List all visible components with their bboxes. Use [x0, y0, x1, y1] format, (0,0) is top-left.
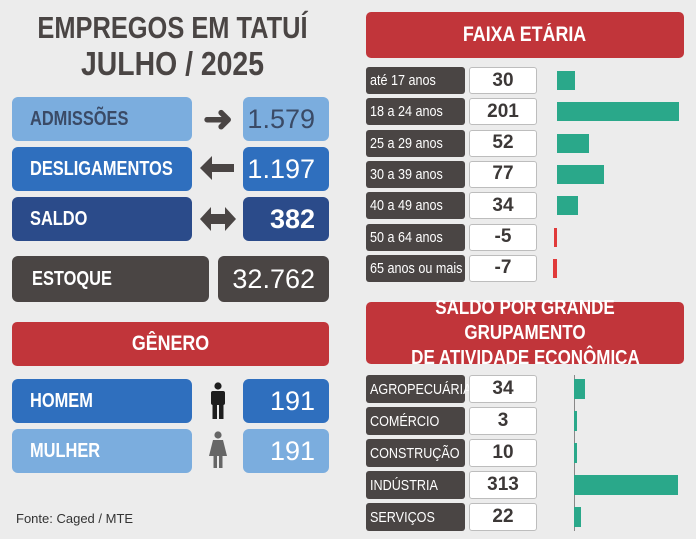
data-bar-negative — [553, 227, 557, 247]
homem-value: 191 — [243, 379, 329, 423]
value-label: 3 — [469, 407, 537, 435]
data-bar — [557, 164, 604, 184]
atividade-title-line1: SALDO POR GRANDE GRUPAMENTO — [435, 296, 615, 344]
data-bar — [557, 102, 679, 122]
category-label-text: 40 a 49 anos — [370, 197, 443, 215]
category-label: 65 anos ou mais — [366, 254, 465, 282]
data-bar — [574, 379, 586, 399]
data-bar-negative — [552, 258, 557, 278]
data-bar — [557, 133, 589, 153]
category-label: 18 a 24 anos — [366, 98, 465, 126]
source-footnote: Fonte: Caged / MTE — [16, 511, 134, 526]
value-label: 10 — [469, 439, 537, 467]
category-label-text: AGROPECUÁRIA — [370, 380, 472, 398]
double-arrow-icon — [198, 201, 238, 243]
atividade-title-line2: DE ATIVIDADE ECONÔMICA — [410, 346, 640, 369]
category-label-text: COMÉRCIO — [370, 412, 440, 430]
data-bar — [574, 443, 578, 463]
category-label-text: 50 a 64 anos — [370, 228, 443, 246]
value-label: 34 — [469, 192, 537, 220]
category-label: SERVIÇOS — [366, 503, 465, 531]
category-label-text: CONSTRUÇÃO — [370, 444, 460, 462]
mulher-label-box: MULHER — [12, 429, 192, 473]
value-label: -7 — [469, 254, 537, 282]
category-label: INDÚSTRIA — [366, 471, 465, 499]
category-label-text: até 17 anos — [370, 72, 436, 89]
category-label-text: INDÚSTRIA — [370, 476, 438, 494]
faixa-header: FAIXA ETÁRIA — [366, 12, 684, 58]
value-label: -5 — [469, 223, 537, 251]
homem-label-box: HOMEM — [12, 379, 192, 423]
category-label-text: 65 anos ou mais — [370, 259, 463, 277]
arrow-left-icon — [198, 150, 238, 192]
page-subtitle: JULHO / 2025 — [81, 45, 264, 82]
page-title: EMPREGOS EM TATUÍ — [37, 10, 308, 45]
atividade-header: SALDO POR GRANDE GRUPAMENTO DE ATIVIDADE… — [366, 297, 684, 369]
category-label-text: 25 a 29 anos — [370, 134, 443, 152]
male-icon — [208, 382, 228, 425]
estoque-value: 32.762 — [218, 256, 329, 302]
category-label: CONSTRUÇÃO — [366, 439, 465, 467]
value-label: 52 — [469, 129, 537, 157]
data-bar — [557, 196, 578, 216]
value-label: 30 — [469, 67, 537, 94]
category-label: COMÉRCIO — [366, 407, 465, 435]
estoque-label: ESTOQUE — [32, 267, 112, 290]
value-label: 34 — [469, 375, 537, 403]
category-label: 40 a 49 anos — [366, 192, 465, 220]
category-label: 30 a 39 anos — [366, 160, 465, 188]
admissoes-label-box: ADMISSÕES — [12, 97, 192, 141]
admissoes-label: ADMISSÕES — [30, 107, 129, 130]
faixa-title: FAIXA ETÁRIA — [463, 23, 587, 46]
arrow-right-icon: ➜ — [202, 98, 234, 139]
desligamentos-label-box: DESLIGAMENTOS — [12, 147, 192, 191]
value-label: 201 — [469, 98, 537, 126]
saldo-label-box: SALDO — [12, 197, 192, 241]
genero-title: GÊNERO — [131, 332, 210, 355]
data-bar — [557, 71, 576, 90]
category-label: até 17 anos — [366, 67, 465, 94]
value-label: 313 — [469, 471, 537, 499]
data-bar — [574, 475, 678, 495]
data-bar — [574, 411, 577, 431]
category-label: 25 a 29 anos — [366, 129, 465, 157]
female-icon — [207, 431, 229, 474]
category-label: AGROPECUÁRIA — [366, 375, 472, 403]
mulher-value: 191 — [243, 429, 329, 473]
value-label: 22 — [469, 503, 537, 531]
desligamentos-value: 1.197 — [243, 147, 329, 191]
homem-label: HOMEM — [30, 389, 93, 412]
mulher-label: MULHER — [30, 439, 101, 462]
admissoes-value: 1.579 — [243, 97, 329, 141]
category-label-text: SERVIÇOS — [370, 508, 435, 526]
desligamentos-label: DESLIGAMENTOS — [30, 157, 173, 180]
value-label: 77 — [469, 160, 537, 188]
saldo-label: SALDO — [30, 207, 88, 230]
saldo-value: 382 — [243, 197, 329, 241]
category-label-text: 18 a 24 anos — [370, 103, 443, 121]
data-bar — [574, 507, 582, 527]
genero-header: GÊNERO — [12, 322, 329, 366]
category-label-text: 30 a 39 anos — [370, 165, 443, 183]
category-label: 50 a 64 anos — [366, 223, 465, 251]
estoque-label-box: ESTOQUE — [12, 256, 209, 302]
